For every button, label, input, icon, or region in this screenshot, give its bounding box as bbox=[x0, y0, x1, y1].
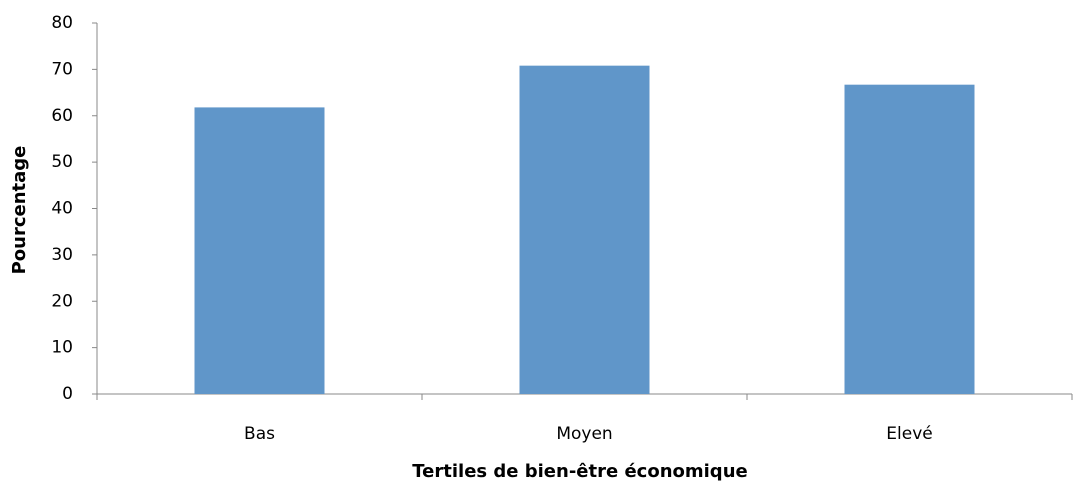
y-axis-title: Pourcentage bbox=[9, 146, 30, 275]
y-tick-label: 30 bbox=[51, 245, 73, 265]
y-tick-label: 40 bbox=[51, 199, 73, 219]
y-tick-label: 20 bbox=[51, 291, 73, 311]
y-tick-label: 10 bbox=[51, 338, 73, 358]
bar bbox=[519, 65, 650, 394]
y-tick-label: 70 bbox=[51, 59, 73, 79]
bar bbox=[194, 107, 325, 394]
x-axis-title: Tertiles de bien-être économique bbox=[412, 461, 747, 482]
y-tick-label: 60 bbox=[51, 106, 73, 126]
x-tick-label: Moyen bbox=[556, 424, 612, 444]
x-tick-label: Elevé bbox=[886, 424, 932, 444]
y-tick-label: 50 bbox=[51, 152, 73, 172]
bar bbox=[844, 84, 975, 395]
y-tick-label: 80 bbox=[51, 13, 73, 33]
x-tick-label: Bas bbox=[244, 424, 275, 444]
y-tick-label: 0 bbox=[62, 384, 73, 404]
